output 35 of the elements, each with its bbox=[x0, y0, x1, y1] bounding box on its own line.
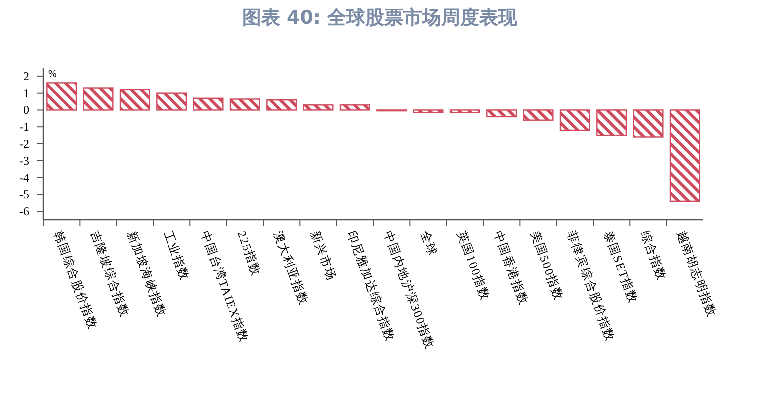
bar bbox=[486, 110, 518, 118]
x-tick-label: 225指数 bbox=[234, 229, 264, 278]
x-tick-label: 全球 bbox=[418, 229, 440, 258]
bar bbox=[46, 82, 78, 111]
x-tick-label: 英国100指数 bbox=[454, 229, 493, 303]
bar bbox=[413, 110, 444, 114]
x-tick-label: 工业指数 bbox=[161, 229, 192, 283]
y-tick-label: -6 bbox=[20, 204, 30, 219]
x-tick-label: 泰国SET指数 bbox=[601, 229, 641, 306]
bar bbox=[266, 99, 298, 111]
y-tick-label: -3 bbox=[20, 154, 30, 168]
x-tick-label: 综合指数 bbox=[638, 229, 670, 283]
bar bbox=[596, 110, 628, 136]
chart-title: 图表 40: 全球股票市场周度表现 bbox=[242, 7, 519, 29]
y-axis-title: % bbox=[48, 69, 57, 80]
y-tick-label: -5 bbox=[20, 188, 30, 202]
x-tick-label: 越南胡志明指数 bbox=[674, 229, 720, 320]
y-tick-label: 1 bbox=[24, 86, 30, 100]
bar bbox=[303, 104, 334, 111]
bar bbox=[560, 110, 590, 132]
bar bbox=[633, 110, 664, 138]
bar bbox=[523, 110, 554, 121]
y-tick-label: -4 bbox=[20, 170, 30, 185]
bar bbox=[83, 88, 114, 111]
bar bbox=[193, 98, 224, 111]
y-tick-label: 0 bbox=[24, 103, 30, 118]
bar bbox=[156, 92, 188, 111]
y-tick-label: 2 bbox=[24, 69, 30, 84]
bar bbox=[450, 110, 480, 114]
bar bbox=[340, 104, 370, 111]
bar bbox=[120, 89, 150, 111]
y-tick-label: -1 bbox=[20, 120, 30, 134]
bar bbox=[230, 98, 260, 111]
bar bbox=[670, 110, 700, 202]
y-tick-label: -2 bbox=[20, 137, 30, 151]
